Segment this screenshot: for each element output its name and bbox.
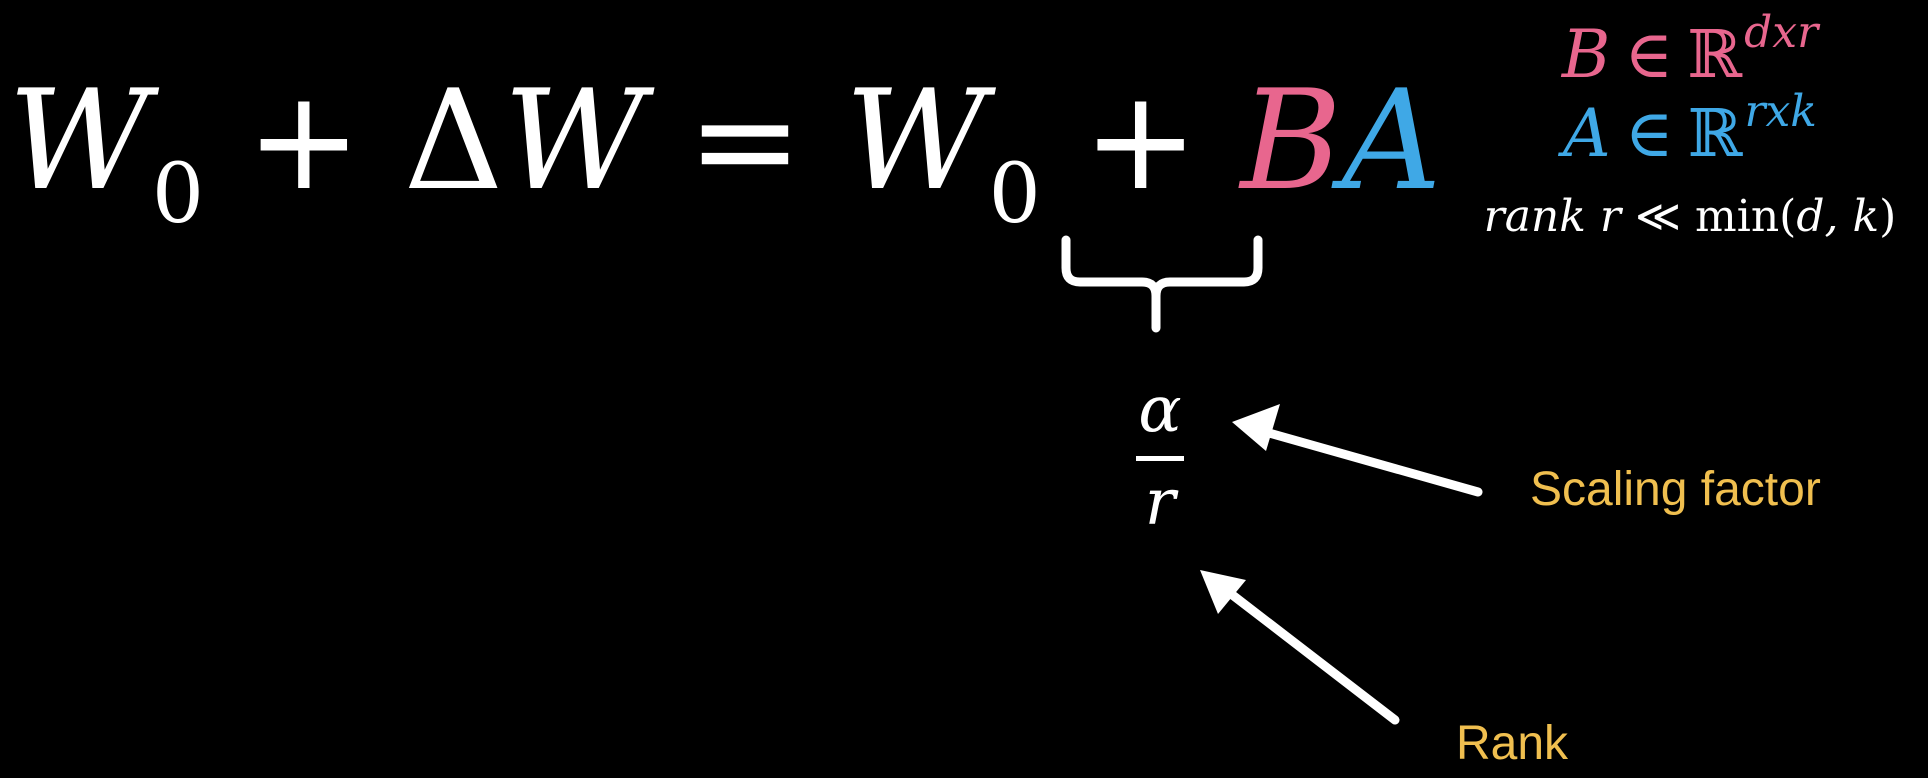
rank-word: rank bbox=[1483, 190, 1586, 242]
element-of-symbol-a: ∈ bbox=[1624, 95, 1674, 173]
weight-symbol: W bbox=[8, 60, 150, 221]
much-less-symbol: ≪ bbox=[1634, 190, 1682, 242]
plus-operator-rhs: + bbox=[1082, 60, 1199, 221]
reals-symbol-a: ℝ bbox=[1687, 95, 1743, 173]
a-def-symbol: A bbox=[1563, 95, 1611, 173]
element-of-symbol: ∈ bbox=[1624, 16, 1674, 93]
rank-label: Rank bbox=[1456, 717, 1569, 770]
rank-constraint: rank r ≪ min(d, k) bbox=[1470, 191, 1910, 242]
delta-symbol: Δ bbox=[403, 60, 504, 221]
min-arguments: d, k bbox=[1796, 190, 1880, 242]
alpha-numerator: α bbox=[1138, 373, 1182, 447]
rank-variable: r bbox=[1599, 190, 1621, 242]
rank-denominator: r bbox=[1144, 466, 1176, 540]
b-dimensions: dxr bbox=[1744, 7, 1819, 58]
b-def-symbol: B bbox=[1561, 16, 1611, 93]
plus-operator: + bbox=[246, 60, 362, 221]
matrix-definitions: B ∈ ℝdxr A ∈ ℝrxk rank r ≪ min(d, k) bbox=[1470, 7, 1910, 242]
weight-subscript: 0 bbox=[151, 147, 205, 242]
weight-subscript-rhs: 0 bbox=[988, 147, 1041, 242]
delta-weight-symbol: W bbox=[503, 60, 646, 221]
matrix-b-symbol: B bbox=[1240, 60, 1342, 221]
a-dimensions: rxk bbox=[1744, 86, 1817, 138]
weight-symbol-rhs: W bbox=[844, 60, 987, 221]
matrix-a-symbol: A bbox=[1341, 60, 1442, 221]
scaling-arrow-icon bbox=[1232, 404, 1483, 497]
underbrace-icon bbox=[1061, 235, 1263, 333]
fraction-bar bbox=[1136, 456, 1184, 461]
b-definition: B ∈ ℝdxr bbox=[1470, 7, 1910, 89]
equals-operator: = bbox=[687, 60, 803, 221]
close-paren: ) bbox=[1879, 190, 1897, 242]
rank-arrow-icon bbox=[1200, 570, 1400, 725]
a-definition: A ∈ ℝrxk bbox=[1470, 86, 1910, 169]
scaling-factor-label: Scaling factor bbox=[1530, 463, 1821, 516]
scaling-fraction: α r bbox=[1120, 378, 1200, 535]
reals-symbol: ℝ bbox=[1687, 16, 1743, 93]
min-function: min( bbox=[1695, 190, 1797, 242]
